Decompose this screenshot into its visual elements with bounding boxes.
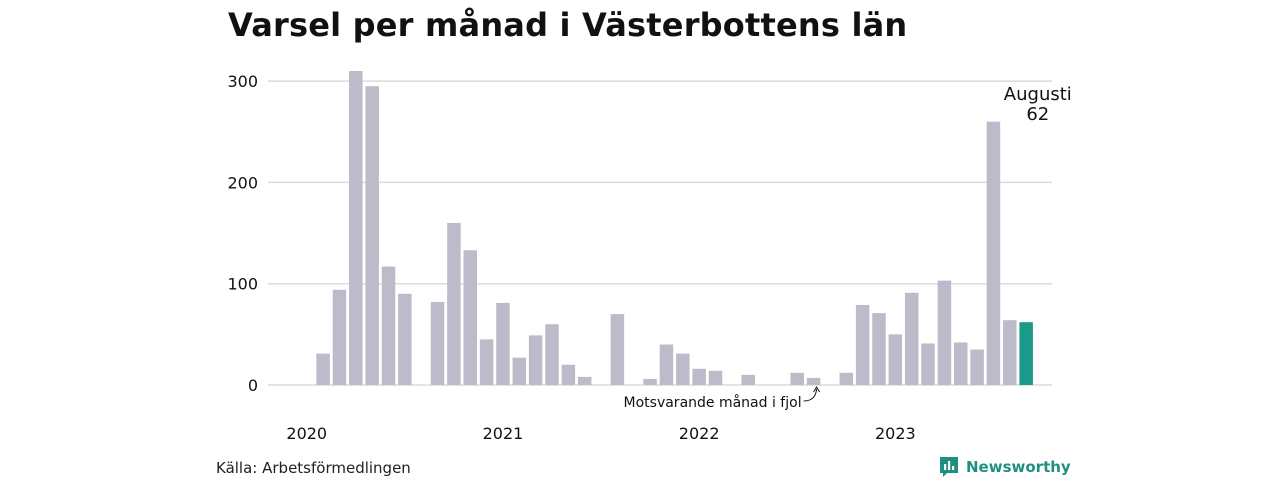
bar: [806, 377, 821, 385]
bar: [692, 368, 706, 385]
bar: [398, 293, 412, 385]
bar: [561, 364, 576, 385]
brand-name: Newsworthy: [966, 458, 1071, 476]
x-year-label: 2023: [875, 424, 916, 443]
bar: [365, 86, 379, 385]
bar: [954, 342, 968, 385]
bar: [463, 250, 477, 385]
newsworthy-icon: [940, 457, 958, 477]
bar: [872, 313, 886, 385]
bar: [839, 372, 854, 385]
bar: [479, 339, 494, 385]
x-year-label: 2021: [483, 424, 524, 443]
bar: [708, 370, 723, 385]
bar: [1003, 320, 1017, 385]
bar: [643, 378, 657, 385]
y-tick-label: 0: [248, 376, 258, 395]
annotation-value: 62: [1026, 104, 1049, 125]
x-year-label: 2020: [286, 424, 327, 443]
bar: [528, 335, 543, 385]
bar: [904, 292, 919, 385]
y-tick-label: 100: [227, 275, 258, 294]
source-label: Källa: Arbetsförmedlingen: [216, 459, 411, 477]
y-tick-label: 300: [227, 72, 258, 91]
bar: [316, 353, 330, 385]
bar: [332, 289, 347, 385]
bar: [970, 349, 984, 385]
bar: [790, 372, 804, 385]
bar: [349, 70, 363, 385]
y-tick-label: 200: [227, 173, 258, 192]
bar: [381, 266, 396, 385]
x-year-label: 2022: [679, 424, 720, 443]
bar: [577, 376, 592, 385]
bar: [888, 334, 903, 385]
bar: [430, 301, 445, 385]
bar: [741, 374, 755, 385]
bar: [1019, 322, 1033, 385]
brand-logo: Newsworthy: [938, 455, 1071, 479]
bar: [676, 353, 690, 385]
bar: [855, 304, 870, 385]
bar: [610, 314, 625, 385]
bar: [986, 121, 1001, 386]
chart-title: Varsel per månad i Västerbottens län: [228, 6, 908, 44]
previous-year-note: Motsvarande månad i fjol: [624, 394, 802, 411]
bar: [659, 344, 674, 385]
bar: [496, 302, 510, 385]
annotation-month: Augusti: [1004, 84, 1072, 105]
bar: [512, 357, 527, 385]
bar: [937, 280, 952, 385]
bar: [921, 343, 935, 385]
note-arrow: [803, 388, 818, 402]
note-arrow-head: [813, 386, 821, 393]
bar: [545, 324, 559, 385]
bar: [447, 222, 461, 385]
bar-layer: [316, 70, 1033, 386]
